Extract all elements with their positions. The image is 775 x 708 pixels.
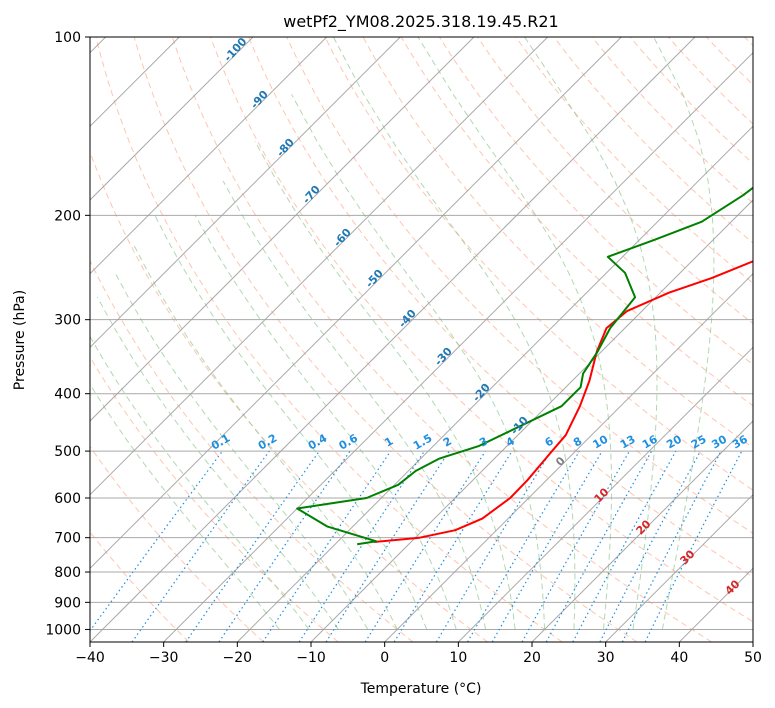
isotherm-line (90, 37, 475, 422)
isotherm-line (605, 493, 753, 642)
dry-adiabat (400, 37, 753, 407)
dewpoint-profile-line (296, 186, 753, 546)
moist-adiabat (291, 94, 546, 630)
isotherm-line (90, 37, 328, 275)
y-tick-label: 100 (54, 30, 81, 46)
moist-adiabat (417, 37, 612, 630)
mixing-ratio-line (364, 450, 486, 642)
x-tick-label: 20 (523, 650, 541, 666)
x-axis-label: Temperature (°C) (360, 681, 482, 697)
mixing-ratio-line (325, 450, 450, 642)
dry-adiabat (210, 37, 753, 623)
moist-adiabat (114, 272, 369, 630)
dry-adiabat (171, 37, 712, 642)
y-tick-label: 800 (54, 565, 81, 581)
moist-adiabat (653, 37, 715, 630)
mixing-ratio-line (393, 450, 513, 642)
isotherm-line (90, 37, 549, 496)
isotherm-line (457, 346, 753, 642)
moist-adiabat (90, 383, 280, 630)
y-tick-label: 900 (54, 595, 81, 611)
x-tick-label: 50 (744, 650, 762, 666)
isotherm-line (310, 199, 753, 642)
isotherm-line (163, 51, 753, 642)
background-lines (90, 37, 753, 642)
dry-adiabat (629, 37, 753, 165)
x-tick-label: −20 (223, 650, 253, 666)
isotherm-line (90, 37, 622, 570)
moist-adiabat (524, 37, 658, 630)
x-tick-label: −30 (149, 650, 179, 666)
y-tick-label: 700 (54, 531, 81, 547)
dry-adiabat (591, 37, 753, 204)
x-tick-label: 10 (449, 650, 467, 666)
moist-adiabat (97, 297, 339, 630)
dry-adiabat (248, 37, 753, 578)
isotherm-line (531, 420, 753, 642)
dry-adiabat (477, 37, 753, 325)
y-tick-label: 1000 (45, 622, 81, 638)
dry-adiabat (515, 37, 753, 284)
mixing-ratio-line (298, 450, 425, 642)
mixing-ratio-line (599, 450, 702, 642)
x-tick-label: 30 (597, 650, 615, 666)
sounding-series (296, 186, 753, 546)
mixing-ratio-line (185, 450, 320, 642)
y-tick-label: 500 (54, 444, 81, 460)
dry-adiabat (324, 37, 753, 491)
mixing-ratio-line (435, 450, 552, 642)
moist-adiabat (133, 245, 398, 630)
isotherm-line (236, 125, 753, 642)
y-axis-label: Pressure (hPa) (12, 290, 28, 390)
mixing-ratio-line (262, 450, 392, 642)
mixing-ratio-line (466, 450, 580, 642)
dry-adiabat (133, 37, 638, 642)
axis-ticks: −40 −30 −20 −10 0 10 20 30 40 50 1000 900 800 700 600 5… (45, 30, 762, 666)
moist-adiabat (222, 180, 487, 630)
mixing-ratio-line (572, 450, 677, 642)
x-tick-label: −10 (296, 650, 326, 666)
isotherm-line (90, 37, 254, 201)
x-tick-label: 0 (380, 650, 389, 666)
dry-adiabat (90, 445, 264, 642)
isotherm-line (90, 37, 401, 349)
isotherm-line (384, 272, 753, 642)
chart-title: wetPf2_YM08.2025.318.19.45.R21 (283, 12, 558, 32)
moist-adiabat (90, 335, 310, 630)
plot-frame (89, 36, 754, 643)
dry-adiabat (90, 259, 414, 642)
y-tick-label: 400 (54, 387, 81, 403)
y-tick-label: 200 (54, 208, 81, 224)
temperature-profile-line (374, 260, 753, 543)
x-tick-label: −40 (75, 650, 105, 666)
y-tick-label: 600 (54, 491, 81, 507)
moist-adiabat (332, 37, 576, 630)
isotherm-line (90, 37, 696, 642)
mixing-ratio-line (218, 450, 351, 642)
x-tick-label: 40 (670, 650, 688, 666)
y-tick-label: 300 (54, 313, 81, 329)
dry-adiabat (95, 37, 563, 642)
